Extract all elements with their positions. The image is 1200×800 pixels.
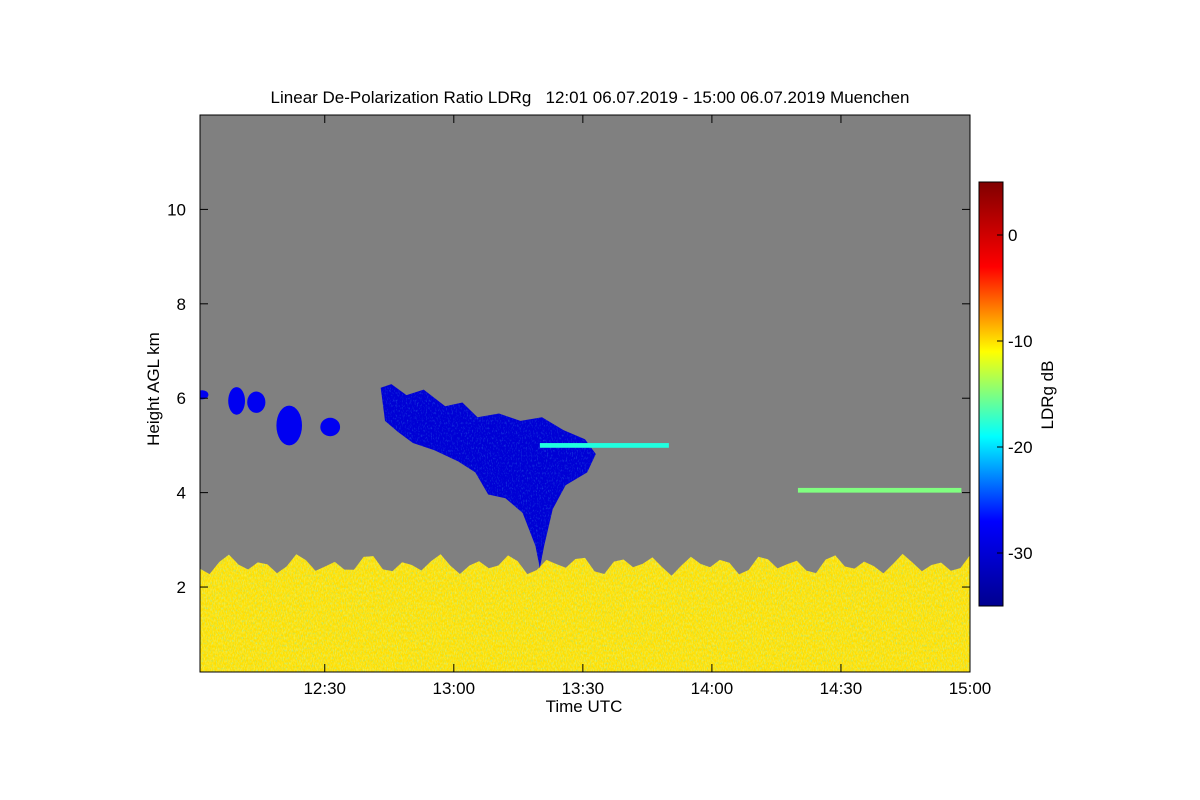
x-tick-label: 12:30 (303, 679, 346, 698)
feature-ice-cloud (380, 384, 596, 569)
x-axis-label: Time UTC (545, 697, 623, 716)
x-axis: 12:30 13:00 13:30 14:00 14:30 15:00 (303, 115, 991, 698)
y-axis: 2 4 6 8 10 (167, 200, 970, 597)
y-tick-label: 2 (177, 578, 186, 597)
colorbar (978, 181, 1004, 607)
y-tick-label: 8 (177, 295, 186, 314)
x-tick-label: 13:00 (433, 679, 476, 698)
colorbar-tick-label: 0 (1008, 226, 1017, 245)
feature-ice-cloud-fragments (200, 387, 341, 446)
chart-title: Linear De-Polarization Ratio LDRg 12:01 … (270, 88, 910, 107)
colorbar-tick-label: -30 (1008, 544, 1033, 563)
colorbar-axis: 0 -10 -20 -30 (997, 226, 1033, 563)
plot-area (200, 115, 970, 672)
colorbar-tick-label: -10 (1008, 332, 1033, 351)
feature-boundary-layer (200, 553, 970, 672)
y-tick-label: 4 (177, 484, 186, 503)
feature-thin-layer (539, 443, 669, 448)
x-tick-label: 15:00 (949, 679, 992, 698)
x-tick-label: 13:30 (562, 679, 605, 698)
colorbar-label: LDRg dB (1038, 360, 1057, 430)
plot-frame (199, 114, 971, 673)
y-tick-label: 6 (177, 389, 186, 408)
y-axis-label: Height AGL km (144, 332, 163, 446)
y-tick-label: 10 (167, 200, 186, 219)
x-tick-label: 14:00 (691, 679, 734, 698)
feature-thin-layer (797, 487, 962, 493)
x-tick-label: 14:30 (820, 679, 863, 698)
colorbar-tick-label: -20 (1008, 438, 1033, 457)
